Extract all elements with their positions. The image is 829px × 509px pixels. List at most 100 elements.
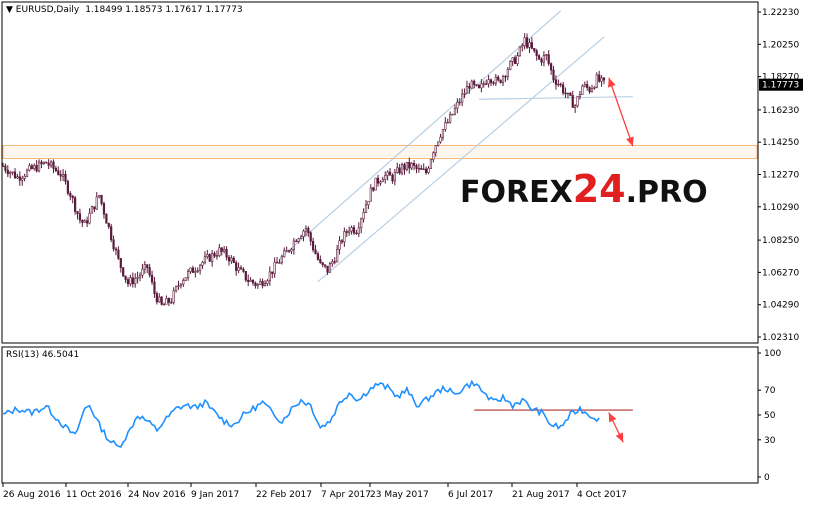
- candle: [324, 264, 327, 269]
- candle: [557, 79, 560, 87]
- resistance-zone: [2, 144, 758, 160]
- candle: [444, 117, 447, 132]
- candle: [261, 278, 264, 289]
- candle: [90, 205, 94, 214]
- candle-body: [388, 171, 392, 176]
- candle: [100, 194, 103, 206]
- candle: [499, 79, 502, 84]
- candle-body: [304, 227, 308, 232]
- candle-body: [372, 187, 375, 191]
- candle: [88, 208, 91, 225]
- rsi-forecast-arrow: [608, 412, 624, 443]
- candle: [535, 48, 538, 61]
- candle-body: [30, 165, 33, 169]
- candle-body: [57, 170, 60, 175]
- candle-body: [201, 261, 204, 266]
- candle-body: [374, 177, 377, 191]
- candle-body: [93, 206, 96, 210]
- candle: [396, 162, 399, 174]
- candle: [307, 226, 310, 237]
- candle-body: [275, 261, 279, 264]
- candle: [49, 160, 53, 168]
- candle-body: [95, 196, 98, 210]
- candle: [352, 224, 356, 236]
- candle-body: [138, 274, 142, 278]
- candle-body: [215, 255, 219, 257]
- candle-body: [405, 161, 408, 170]
- candle-body: [523, 37, 526, 46]
- candle-body: [33, 165, 36, 169]
- candle: [119, 257, 122, 273]
- candle: [249, 277, 252, 282]
- candle-body: [557, 83, 560, 86]
- candle-body: [451, 113, 454, 116]
- candle: [441, 129, 445, 141]
- candle: [482, 80, 485, 88]
- candle-body: [174, 286, 178, 292]
- candle: [434, 145, 437, 157]
- candle: [285, 246, 288, 252]
- candle-body: [295, 240, 298, 243]
- candle: [177, 280, 180, 290]
- candle-body: [40, 161, 43, 165]
- candle: [153, 276, 156, 298]
- candle: [475, 84, 478, 87]
- candle: [54, 165, 57, 173]
- candle: [4, 163, 7, 174]
- candle: [37, 159, 41, 173]
- candle: [542, 51, 545, 67]
- candle-body: [583, 84, 586, 87]
- candle: [124, 275, 127, 283]
- candle: [533, 47, 536, 53]
- candle: [338, 236, 341, 255]
- candle: [410, 162, 413, 171]
- candle-body: [439, 136, 442, 143]
- candle-body: [357, 227, 360, 234]
- candle: [254, 281, 257, 289]
- candle-body: [333, 261, 336, 263]
- candle: [223, 245, 226, 254]
- candle-body: [54, 168, 57, 171]
- candle: [367, 200, 370, 210]
- candle-body: [249, 279, 252, 282]
- candle: [107, 222, 110, 229]
- candle: [81, 219, 84, 227]
- candle-body: [600, 77, 603, 82]
- candle: [509, 60, 512, 71]
- candle-body: [42, 161, 45, 165]
- candle-body: [458, 101, 461, 104]
- candle-body: [554, 79, 558, 85]
- candle-body: [328, 263, 332, 273]
- candle-body: [280, 256, 283, 264]
- candle: [33, 163, 36, 171]
- candle: [408, 157, 411, 174]
- candle: [136, 271, 139, 284]
- candle-body: [593, 86, 596, 89]
- candle: [398, 163, 401, 175]
- candle-body: [131, 277, 134, 285]
- candle-body: [417, 167, 420, 170]
- candle: [456, 98, 459, 114]
- candle-body: [184, 277, 187, 281]
- candle-body: [268, 271, 271, 282]
- rsi-y-tick-label: 50: [764, 411, 776, 421]
- candle-body: [69, 193, 72, 197]
- candle: [309, 231, 312, 246]
- candle-body: [110, 226, 113, 241]
- candle-body: [292, 240, 295, 250]
- candle-body: [4, 165, 7, 171]
- candle: [141, 263, 144, 279]
- candle-body: [155, 293, 158, 303]
- candle-body: [509, 61, 512, 70]
- candle-body: [225, 249, 228, 258]
- candle-body: [64, 174, 67, 182]
- candle: [83, 219, 86, 223]
- candle-body: [434, 145, 437, 154]
- candle: [521, 43, 524, 52]
- candle: [268, 266, 271, 286]
- x-tick-label: 11 Oct 2016: [66, 490, 122, 500]
- candle-body: [473, 80, 476, 86]
- candle-body: [552, 69, 555, 81]
- candle-body: [403, 164, 406, 170]
- candle-body: [254, 282, 257, 286]
